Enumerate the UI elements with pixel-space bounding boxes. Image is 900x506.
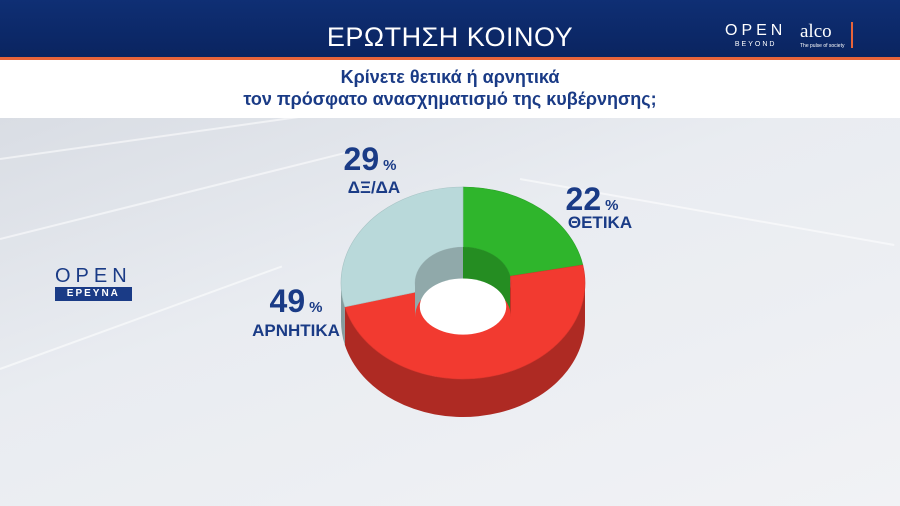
- open-ereuna-word: OPEN: [55, 265, 132, 287]
- open-logo-subtitle: BEYOND: [734, 41, 777, 48]
- open-ereuna-box: ΕΡΕΥΝΑ: [55, 287, 132, 301]
- data-label-category-3: ΔΞ/ΔΑ: [348, 178, 400, 197]
- open-logo-word: OPEN: [725, 22, 787, 39]
- question-line-1: Κρίνετε θετικά ή αρνητικά: [340, 67, 560, 87]
- donut-hole: [419, 278, 507, 335]
- header-accent-line: [0, 57, 900, 60]
- data-label-number: 29: [344, 141, 380, 177]
- alco-logo-tagline: The pulse of society: [800, 43, 845, 49]
- data-label-number: 22: [566, 181, 602, 217]
- data-label-value-2: 49%: [270, 283, 323, 319]
- alco-logo-word: alco: [800, 21, 832, 42]
- alco-logo: alco The pulse of society: [800, 22, 844, 50]
- slice-side-2: [344, 283, 585, 417]
- header-bar: ΕΡΩΤΗΣΗ ΚΟΙΝΟΥ OPEN BEYOND alco The puls…: [0, 0, 900, 57]
- data-label-unit: %: [605, 197, 618, 214]
- data-label-value-3: 29%: [344, 141, 397, 177]
- slice-side-3: [341, 283, 345, 345]
- open-beyond-logo: OPEN BEYOND: [725, 22, 786, 50]
- data-label-number: 49: [270, 283, 306, 319]
- data-label-unit: %: [383, 157, 396, 174]
- data-label-unit: %: [309, 299, 322, 316]
- slice-inner-wall-2: [510, 276, 511, 318]
- question-band: Κρίνετε θετικά ή αρνητικά τον πρόσφατο α…: [0, 60, 900, 118]
- slice-inner-wall-1: [463, 247, 511, 311]
- data-label-category-2: ΑΡΝΗΤΙΚΑ: [252, 321, 340, 340]
- question-line-2: τον πρόσφατο ανασχηματισμό της κυβέρνηση…: [243, 89, 657, 109]
- question-text: Κρίνετε θετικά ή αρνητικά τον πρόσφατο α…: [0, 66, 900, 110]
- open-ereuna-logo: OPEN ΕΡΕΥΝΑ: [55, 265, 132, 301]
- alco-accent-bar: [851, 22, 853, 48]
- data-label-value-1: 22%: [566, 181, 619, 217]
- data-label-category-1: ΘΕΤΙΚΑ: [568, 213, 632, 232]
- slice-inner-wall-3: [415, 247, 463, 318]
- page-title: ΕΡΩΤΗΣΗ ΚΟΙΝΟΥ: [326, 22, 574, 52]
